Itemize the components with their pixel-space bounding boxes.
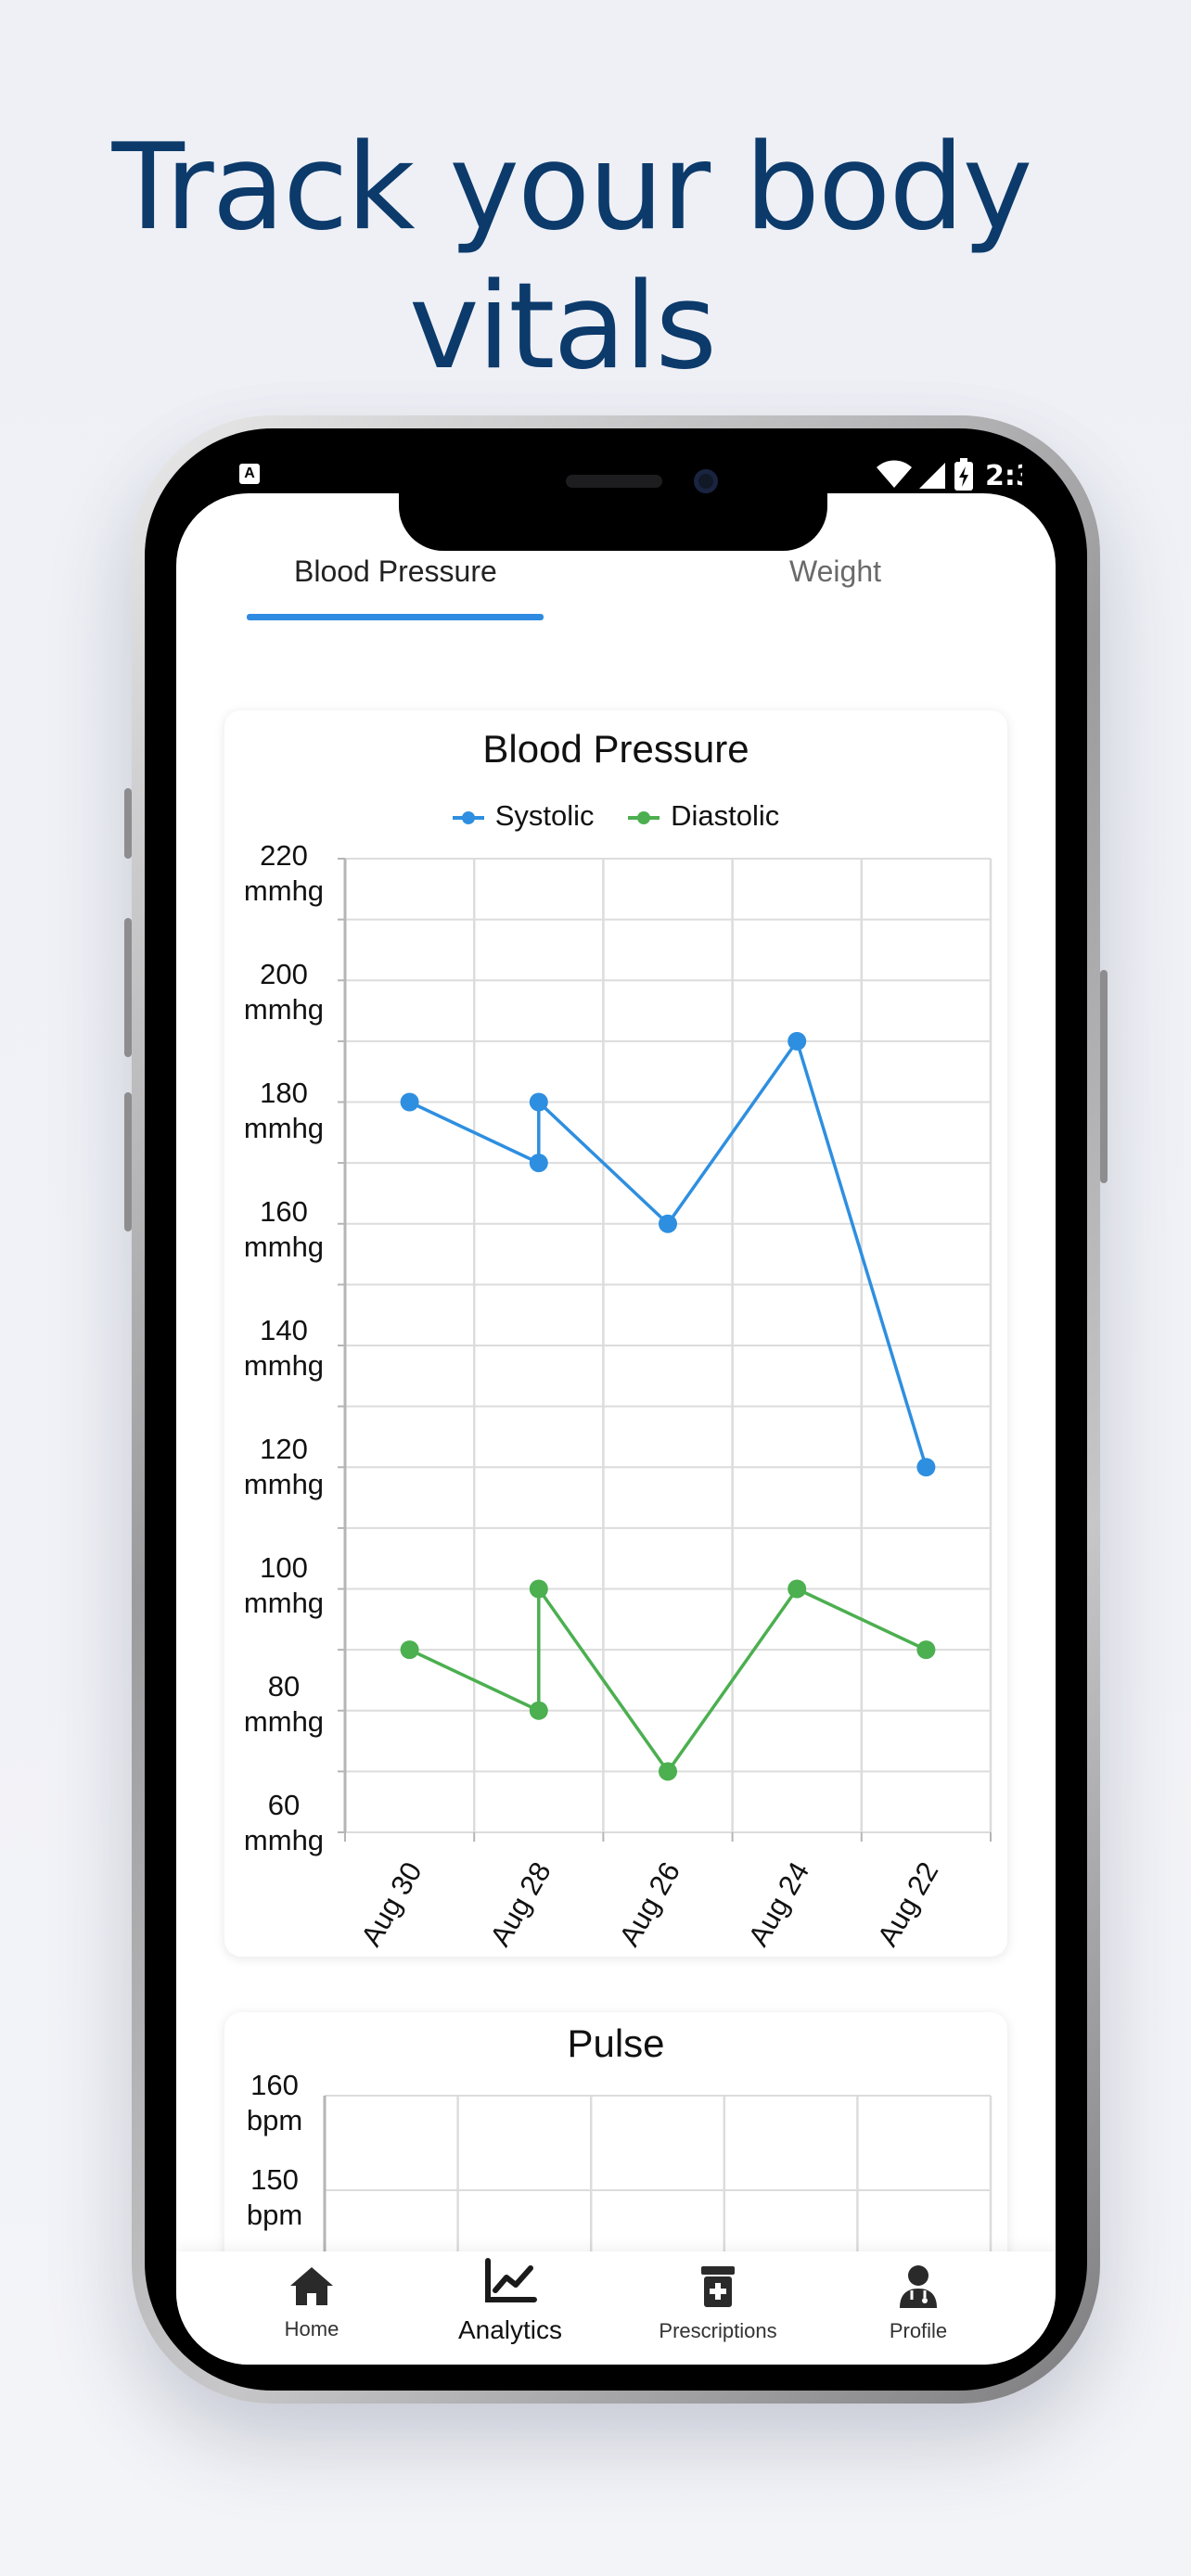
nav-home-label: Home	[284, 2317, 339, 2340]
tab-blood-pressure[interactable]: Blood Pressure	[294, 555, 497, 588]
front-camera	[694, 469, 718, 493]
data-point-systolic	[529, 1154, 548, 1173]
y-tick-label: 150 bpm	[246, 2163, 303, 2231]
y-tick-label: 200 mmhg	[243, 958, 325, 1026]
data-point-systolic	[788, 1031, 807, 1051]
active-tab-indicator	[247, 614, 544, 620]
y-tick-label: 220 mmhg	[243, 839, 325, 907]
phone-notch	[399, 491, 827, 551]
data-point-diastolic	[400, 1640, 419, 1660]
y-tick-label: 160 mmhg	[243, 1195, 325, 1263]
doctor-profile-icon	[900, 2265, 937, 2308]
data-point-systolic	[400, 1092, 419, 1112]
nav-analytics-label: Analytics	[457, 2315, 563, 2344]
data-point-diastolic	[529, 1579, 548, 1599]
battery-charging-icon	[954, 458, 973, 491]
data-point-systolic	[916, 1458, 936, 1477]
legend-label-systolic: Systolic	[494, 799, 595, 832]
wifi-icon	[877, 460, 912, 488]
x-tick-label: Aug 28	[483, 1856, 557, 1952]
data-point-systolic	[529, 1092, 548, 1112]
x-tick-label: Aug 22	[871, 1856, 944, 1952]
blood-pressure-chart: Aug 30 Aug 28 Aug 26 Aug 24 Aug 22	[338, 858, 992, 1952]
legend-item-systolic[interactable]: Systolic	[452, 799, 595, 833]
y-tick-label: 60 mmhg	[243, 1789, 325, 1856]
phone-power-button	[1100, 970, 1108, 1183]
headline-line-2: vitals	[408, 258, 717, 396]
tab-weight[interactable]: Weight	[789, 555, 882, 588]
status-time: 2:3	[985, 460, 1022, 492]
notification-icon: A	[239, 464, 260, 484]
phone-side-button	[124, 788, 132, 859]
legend-item-diastolic[interactable]: Diastolic	[628, 799, 779, 833]
chart-icon	[485, 2258, 537, 2302]
app-screen: Blood Pressure Weight Blood Pressure Sys…	[176, 493, 1056, 2365]
chart-legend: Systolic Diastolic	[224, 799, 1007, 833]
nav-analytics[interactable]: Analytics	[451, 2257, 570, 2345]
phone-volume-up-button	[124, 918, 132, 1057]
nav-prescriptions[interactable]: Prescriptions	[649, 2264, 787, 2343]
data-point-diastolic	[659, 1762, 677, 1781]
cellular-signal-icon	[919, 463, 945, 489]
diastolic-legend-marker	[628, 810, 660, 824]
data-point-systolic	[659, 1214, 677, 1233]
phone-volume-down-button	[124, 1092, 132, 1231]
data-point-diastolic	[788, 1579, 807, 1599]
headline: Track your body vitals	[0, 119, 1143, 397]
data-point-diastolic	[529, 1701, 548, 1720]
nav-profile[interactable]: Profile	[874, 2264, 963, 2343]
x-tick-label: Aug 30	[354, 1856, 428, 1952]
headline-line-1: Track your body	[111, 119, 1033, 257]
blood-pressure-card: Blood Pressure Systolic Diastolic 220 mmh…	[224, 710, 1007, 1957]
series-line-diastolic	[408, 1587, 928, 1774]
systolic-legend-marker	[452, 810, 484, 824]
blood-pressure-title: Blood Pressure	[482, 727, 749, 771]
bottom-navigation: Home Analytics Prescriptions	[176, 2251, 1056, 2365]
y-tick-label: 100 mmhg	[243, 1551, 325, 1619]
data-point-diastolic	[916, 1640, 936, 1660]
y-tick-label: 180 mmhg	[243, 1077, 325, 1144]
x-tick-label: Aug 26	[613, 1856, 686, 1952]
y-tick-label: 120 mmhg	[243, 1433, 325, 1500]
home-icon	[290, 2267, 333, 2305]
tab-bar: Blood Pressure Weight	[176, 493, 1056, 623]
pulse-title: Pulse	[567, 2021, 665, 2065]
earpiece-speaker	[566, 475, 662, 488]
nav-profile-label: Profile	[889, 2319, 948, 2342]
prescription-bottle-icon	[701, 2266, 735, 2307]
series-line-systolic	[408, 1039, 928, 1468]
x-tick-label: Aug 24	[742, 1856, 815, 1952]
nav-home[interactable]: Home	[262, 2264, 362, 2341]
y-tick-label: 140 mmhg	[243, 1314, 325, 1382]
y-tick-label: 160 bpm	[246, 2069, 303, 2136]
y-tick-label: 80 mmhg	[243, 1670, 325, 1738]
legend-label-diastolic: Diastolic	[671, 799, 780, 832]
nav-prescriptions-label: Prescriptions	[659, 2319, 777, 2342]
